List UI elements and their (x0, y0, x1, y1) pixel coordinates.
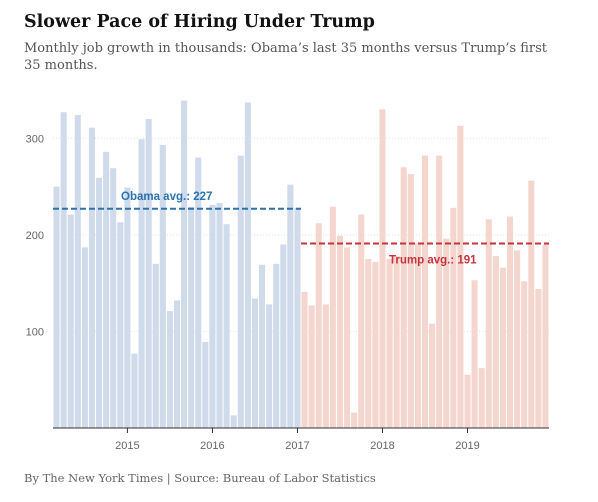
trump-bar (478, 368, 485, 428)
obama-bar (152, 263, 159, 428)
trump-bar (308, 305, 315, 428)
x-tick-label: 2016 (200, 440, 224, 452)
obama-bar (60, 112, 67, 428)
obama-bar (88, 127, 96, 429)
obama-bar (53, 186, 60, 428)
axes: 100 200 300 2015 2016 2017 2018 2019 (26, 133, 549, 452)
obama-bar (166, 311, 173, 428)
obama-bar (202, 342, 209, 428)
trump-bar (407, 174, 414, 428)
obama-bar (223, 224, 230, 428)
trump-bar (464, 374, 471, 428)
trump-bar (414, 243, 421, 428)
obama-bar (273, 263, 280, 428)
trump-bar (471, 280, 478, 428)
x-tick-label: 2017 (285, 440, 309, 452)
trump-bar (535, 288, 542, 428)
trump-average-label: Trump avg.: 191 (389, 255, 477, 267)
trump-bar (329, 206, 336, 428)
obama-bar (230, 415, 237, 428)
obama-bar (195, 157, 202, 428)
obama-bar (138, 139, 145, 428)
average-lines: Obama avg.: 227 Trump avg.: 191 (53, 191, 549, 267)
y-tick-label: 300 (26, 133, 44, 145)
trump-bar (393, 256, 400, 428)
obama-bar (280, 244, 287, 428)
obama-bar (131, 353, 138, 428)
obama-average-label: Obama avg.: 227 (121, 191, 212, 203)
trump-bar (315, 223, 322, 428)
obama-bar (74, 115, 81, 428)
x-tick-label: 2019 (455, 440, 479, 452)
trump-bar (436, 155, 443, 428)
trump-bar (421, 155, 429, 428)
trump-bar (365, 259, 372, 428)
trump-bar (322, 304, 329, 428)
trump-bar (443, 238, 450, 428)
y-tick-label: 100 (26, 326, 44, 338)
obama-bar (266, 304, 273, 428)
obama-bar (188, 206, 195, 428)
bars (53, 100, 549, 429)
obama-bar (145, 118, 152, 428)
trump-bar (351, 412, 358, 428)
chart-subtitle: Monthly job growth in thousands: Obama’s… (24, 41, 548, 73)
obama-bar (251, 298, 258, 428)
trump-bar (457, 125, 464, 428)
trump-bar (379, 109, 386, 429)
obama-bar (209, 204, 216, 428)
y-tick-label: 200 (26, 230, 44, 242)
obama-bar (287, 184, 294, 428)
obama-bar (96, 177, 103, 428)
trump-bar (386, 259, 393, 428)
trump-bar (521, 281, 528, 428)
obama-bar (103, 151, 110, 428)
trump-bar (492, 256, 499, 428)
trump-bar (301, 291, 308, 428)
source-credit: By The New York Times | Source: Bureau o… (24, 471, 376, 485)
trump-bar (499, 267, 506, 428)
trump-bar (506, 216, 514, 428)
trump-bar (485, 219, 492, 428)
obama-bar (237, 155, 244, 428)
obama-bar (294, 207, 301, 428)
chart-title: Slower Pace of Hiring Under Trump (24, 12, 375, 32)
trump-bar (400, 167, 407, 428)
obama-bar (110, 168, 117, 429)
obama-bar (117, 222, 124, 428)
trump-bar (528, 180, 535, 428)
trump-bar (336, 235, 344, 428)
trump-bar (514, 250, 521, 428)
obama-bar (67, 214, 74, 428)
x-tick-label: 2015 (115, 440, 139, 452)
trump-bar (429, 323, 436, 428)
obama-bar (124, 187, 131, 428)
trump-bar (450, 207, 457, 428)
trump-bar (372, 261, 379, 428)
x-tick-label: 2018 (370, 440, 394, 452)
obama-bar (216, 202, 223, 428)
trump-bar (344, 247, 351, 428)
trump-bar (358, 214, 365, 428)
obama-bar (258, 264, 266, 428)
obama-bar (159, 145, 166, 428)
trump-bar (542, 244, 549, 428)
obama-bar (244, 102, 251, 428)
obama-bar (181, 100, 188, 428)
obama-bar (81, 247, 88, 428)
obama-bar (173, 300, 181, 428)
